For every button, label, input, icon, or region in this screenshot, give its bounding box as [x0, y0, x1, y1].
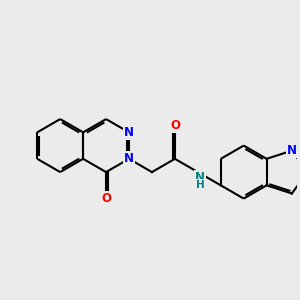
Text: N: N: [124, 152, 134, 165]
Text: N: N: [287, 144, 297, 157]
Text: O: O: [170, 119, 180, 132]
Text: N: N: [195, 171, 205, 184]
Text: H: H: [196, 180, 205, 190]
Text: O: O: [101, 192, 111, 205]
Text: N: N: [124, 126, 134, 139]
